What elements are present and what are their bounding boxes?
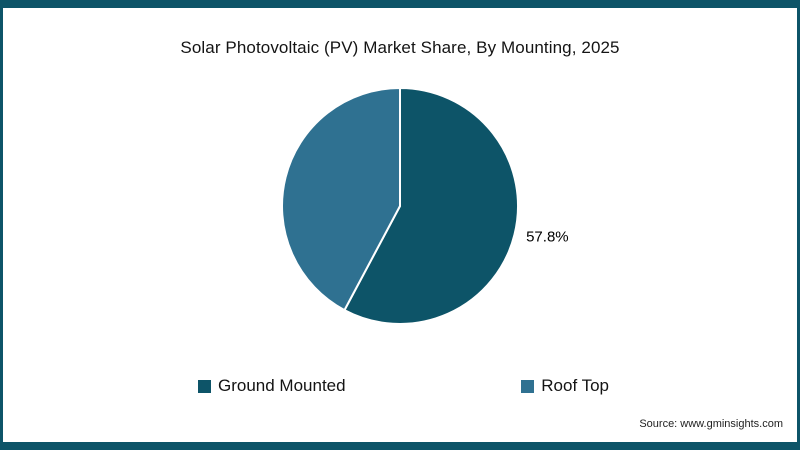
pie-chart-svg: 57.8% <box>281 87 569 325</box>
legend-swatch-ground-mounted <box>198 379 211 393</box>
legend-item-ground-mounted[interactable]: Ground Mounted <box>198 376 346 396</box>
legend-label-ground-mounted: Ground Mounted <box>218 376 346 395</box>
legend-label-roof-top: Roof Top <box>541 376 609 395</box>
chart-title: Solar Photovoltaic (PV) Market Share, By… <box>180 38 620 57</box>
legend-item-roof-top[interactable]: Roof Top <box>521 376 609 396</box>
legend-swatch-roof-top <box>521 379 535 393</box>
source-attribution: Source: www.gminsights.com <box>639 418 783 430</box>
pie-slice-roof-top[interactable] <box>281 87 401 312</box>
pie-chart-area: 57.8% <box>3 80 797 332</box>
pie-slice-ground-mounted[interactable] <box>343 87 519 325</box>
chart-legend: Ground Mounted Roof Top <box>3 376 797 396</box>
slice-data-label: 57.8% <box>526 228 569 245</box>
